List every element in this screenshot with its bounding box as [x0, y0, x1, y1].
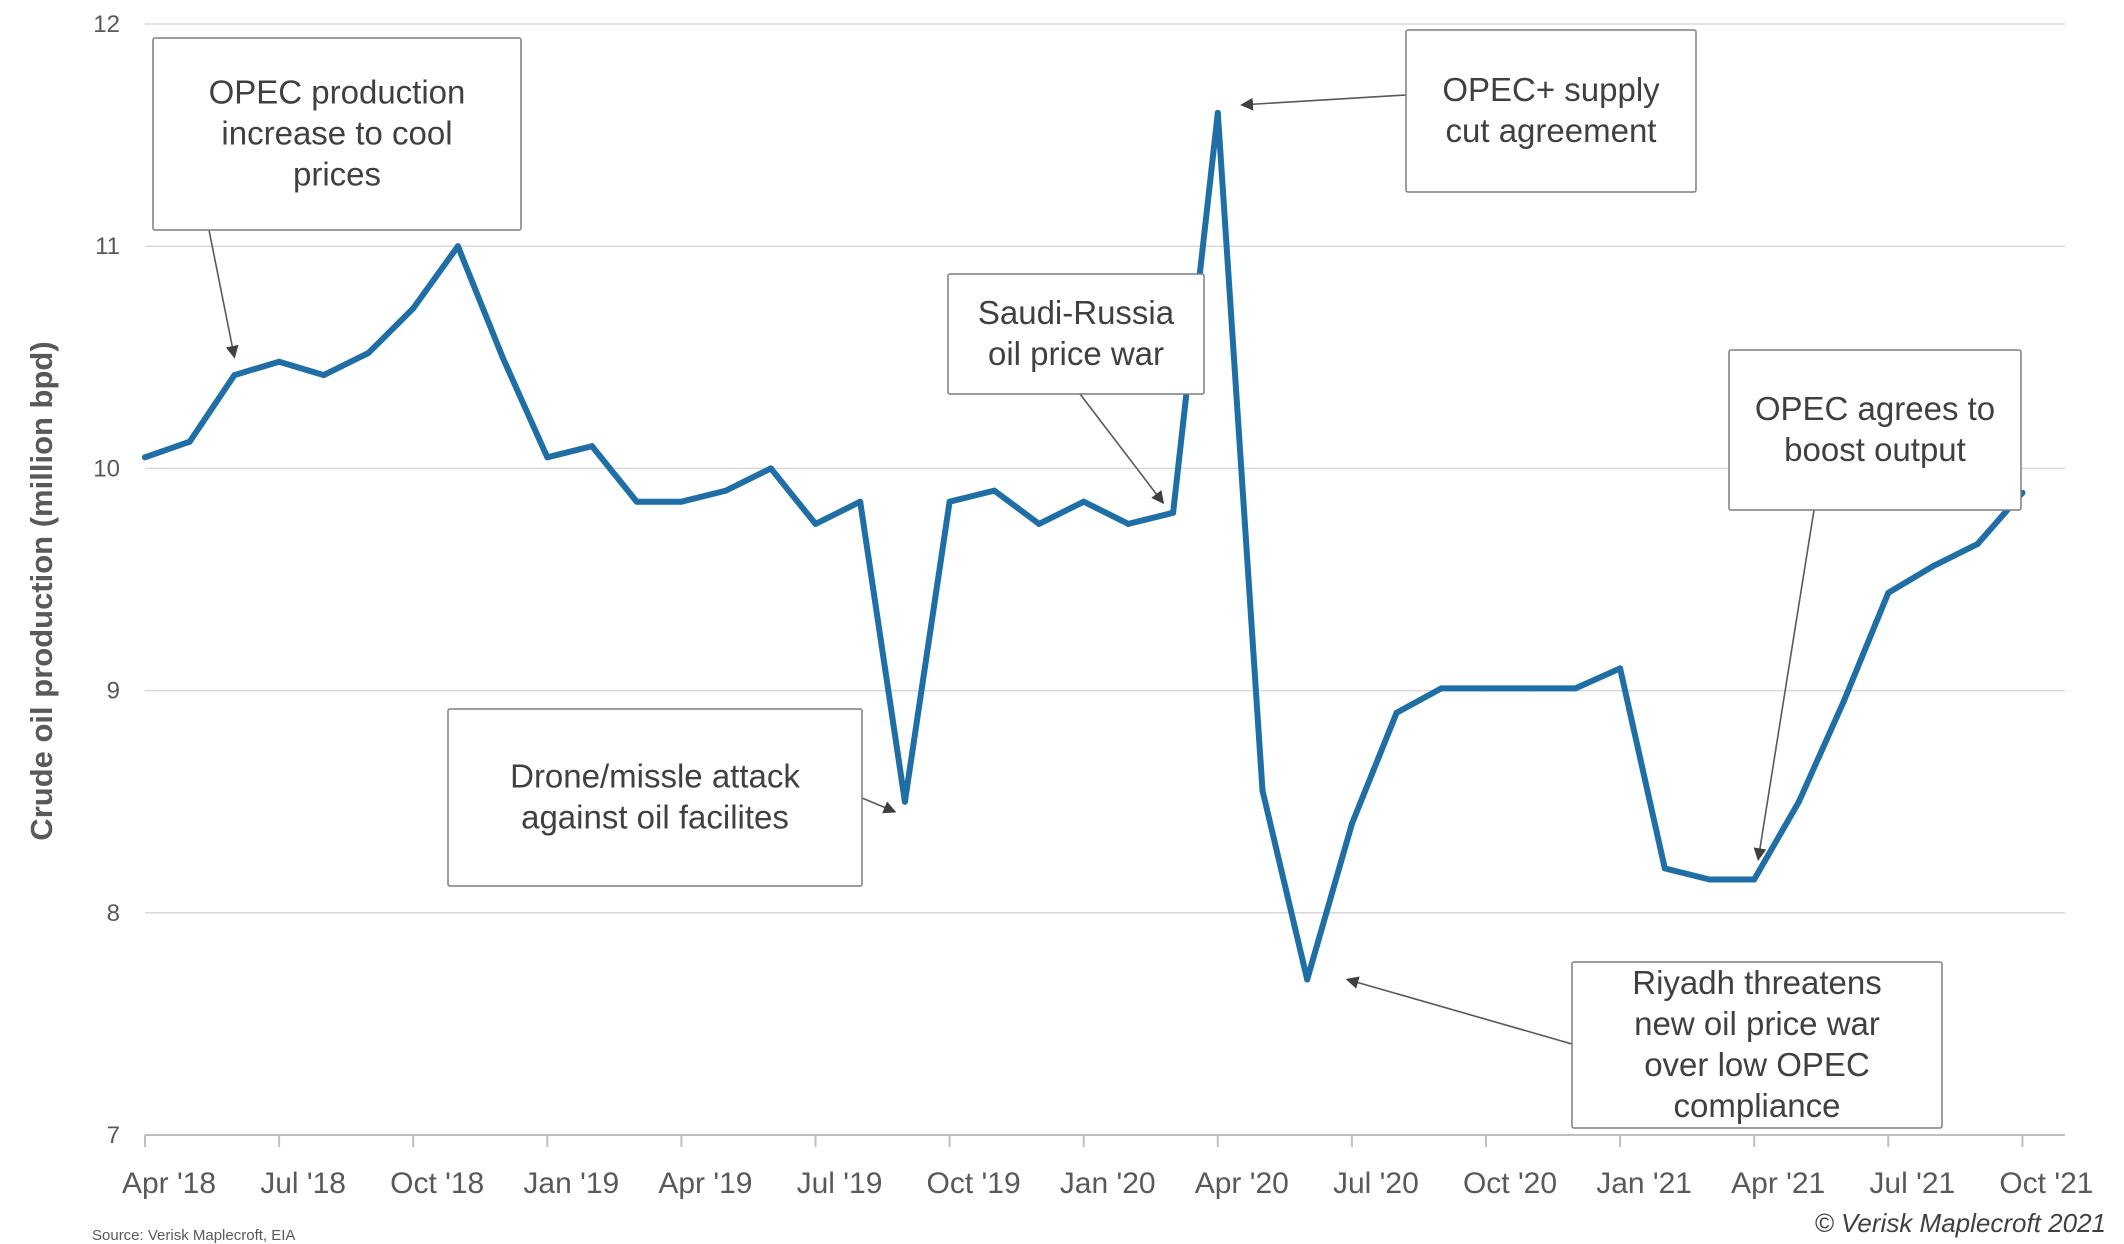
data-point	[454, 243, 461, 250]
annotation-box	[1728, 349, 2022, 511]
annotations: OPEC production increase to cool prices Dro…	[152, 29, 2022, 1129]
gridlines	[145, 23, 2065, 914]
annotation-text: increase to cool	[221, 115, 452, 152]
x-tick-label: Oct '19	[927, 1167, 1021, 1200]
x-tick-label: Apr '19	[658, 1167, 752, 1200]
data-point	[1125, 520, 1132, 527]
data-point	[812, 520, 819, 527]
data-point	[946, 498, 953, 505]
data-point	[1080, 498, 1087, 505]
y-tick-label: 7	[107, 1122, 120, 1149]
copyright: © Verisk Maplecroft 2021	[1815, 1208, 2106, 1238]
x-axis: Apr '18 Jul '18 Oct '18 Jan '19 Apr '19 Jul '…	[122, 1134, 2093, 1200]
data-point	[857, 498, 864, 505]
annotation-text: OPEC agrees to	[1755, 390, 1995, 427]
annotation-box	[447, 708, 863, 887]
x-tick-label: Jan '21	[1596, 1167, 1692, 1200]
annotation-arrow	[208, 229, 239, 359]
data-point	[1751, 876, 1758, 883]
annotation-arrow	[1240, 94, 1407, 111]
data-point	[410, 305, 417, 312]
x-tick-label: Jan '20	[1060, 1167, 1156, 1200]
annotation-text: compliance	[1674, 1087, 1841, 1124]
x-tick-label: Apr '21	[1731, 1167, 1825, 1200]
data-point	[678, 498, 685, 505]
x-tick-label: Jul '21	[1869, 1167, 1955, 1200]
annotation-text: over low OPEC	[1644, 1046, 1870, 1083]
data-point	[1661, 865, 1668, 872]
annotation-text: oil price war	[988, 335, 1164, 372]
data-point	[320, 372, 327, 379]
x-tick-label: Apr '20	[1195, 1167, 1289, 1200]
data-point	[1617, 665, 1624, 672]
annotation-text: Riyadh threatens	[1632, 964, 1881, 1001]
y-axis-label: Crude oil production (million bpd)	[24, 341, 59, 840]
data-point	[1483, 685, 1489, 692]
x-tick-label: Jul '19	[797, 1167, 883, 1200]
y-tick-label: 11	[95, 233, 120, 260]
data-point	[1572, 685, 1579, 692]
data-point	[1795, 798, 1802, 805]
x-tick-label: Jul '18	[260, 1167, 346, 1200]
data-point	[365, 349, 372, 356]
data-point	[1885, 589, 1892, 596]
data-point	[1930, 563, 1936, 570]
annotation-text: new oil price war	[1634, 1005, 1880, 1042]
data-point	[142, 454, 148, 461]
x-tick-label: Oct '20	[1463, 1167, 1557, 1200]
source-note: Source: Verisk Maplecroft, EIA	[92, 1227, 295, 1244]
y-tick-label: 8	[107, 900, 120, 927]
data-point	[723, 487, 730, 494]
y-tick-label: 9	[107, 678, 120, 705]
data-point	[1527, 685, 1534, 692]
data-point	[1438, 685, 1445, 692]
data-point	[901, 798, 908, 805]
y-tick-label: 10	[93, 455, 120, 482]
annotation-text: OPEC+ supply	[1442, 71, 1660, 108]
x-tick-label: Apr '18	[122, 1167, 216, 1200]
data-point	[1259, 787, 1266, 794]
x-tick-label: Jan '19	[523, 1167, 619, 1200]
data-point	[1974, 540, 1981, 547]
data-point	[767, 465, 774, 472]
data-point	[1348, 820, 1355, 827]
annotation-text: boost output	[1784, 431, 1966, 468]
annotation-arrow	[1079, 393, 1165, 505]
annotation-box	[152, 37, 522, 231]
data-point	[1036, 520, 1042, 527]
data-point	[633, 498, 640, 505]
data-point	[991, 487, 998, 494]
annotation-arrow	[1345, 976, 1573, 1045]
data-point	[186, 438, 193, 445]
data-point	[589, 443, 595, 450]
data-series	[142, 109, 2026, 983]
annotation-text: OPEC production	[209, 74, 466, 111]
annotation-text: against oil facilites	[521, 799, 789, 836]
annotation-text: Saudi-Russia	[978, 294, 1175, 331]
data-point	[1393, 709, 1400, 716]
annotation-text: prices	[293, 156, 381, 193]
x-tick-label: Oct '21	[1999, 1167, 2093, 1200]
x-tick-label: Jul '20	[1333, 1167, 1419, 1200]
data-point	[499, 354, 506, 361]
data-point	[1170, 509, 1177, 516]
annotation-box	[1571, 961, 1943, 1129]
annotation-box	[1405, 29, 1697, 193]
data-point	[231, 372, 238, 379]
annotation-box	[947, 273, 1205, 395]
data-point	[1840, 698, 1847, 705]
annotation-text: cut agreement	[1446, 112, 1657, 149]
data-point	[1706, 876, 1713, 883]
data-point	[276, 358, 283, 365]
y-tick-label: 12	[93, 11, 120, 38]
data-point	[1214, 109, 1221, 116]
data-point	[544, 454, 551, 461]
series-line	[142, 109, 2026, 983]
y-axis-ticks: 7 8 9 10 11 12	[93, 11, 120, 1149]
annotation-text: Drone/missle attack	[510, 758, 800, 795]
x-tick-label: Oct '18	[390, 1167, 484, 1200]
annotation-arrow	[1753, 509, 1815, 862]
data-point	[1304, 976, 1311, 983]
